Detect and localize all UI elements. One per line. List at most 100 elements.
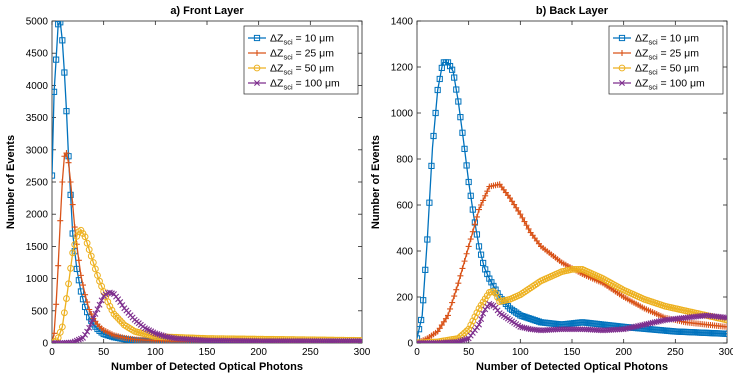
data-point [509,198,516,205]
data-point [486,275,493,282]
data-point [58,323,66,331]
x-axis-label: Number of Detected Optical Photons [476,361,668,373]
data-point [488,279,495,286]
data-point [533,317,540,325]
data-point [469,317,477,325]
data-point [119,302,126,309]
data-point [463,250,470,257]
data-point [418,316,425,324]
x-tick-label: 150 [199,347,216,358]
data-point [453,86,460,93]
data-point [80,334,86,341]
data-point [480,259,487,267]
data-point [65,159,72,166]
series-square [417,59,727,342]
data-point [61,153,68,160]
data-point [63,108,70,115]
y-tick-label: 3000 [26,145,49,156]
legend-marker [254,80,260,86]
data-point [529,316,536,323]
data-point [438,339,445,343]
data-point [77,288,85,295]
legend-label: ΔZsci = 100 μm [270,78,340,92]
legend-label: ΔZsci = 10 μm [635,33,699,47]
data-point [442,315,449,322]
data-point [52,172,56,179]
data-point [422,266,429,273]
data-point [116,317,124,324]
data-point [432,340,439,343]
data-point [515,207,522,214]
y-tick-label: 0 [407,339,413,350]
data-point [67,264,74,272]
data-point [451,293,458,300]
y-tick-label: 4500 [26,49,49,60]
legend-marker [619,50,625,56]
data-point [461,329,468,337]
data-point [523,314,530,321]
y-tick-label: 2000 [26,210,49,221]
data-point [71,241,79,248]
data-point [576,266,584,273]
legend-label: ΔZsci = 25 μm [270,48,334,62]
data-point [59,37,66,44]
data-point [467,236,474,243]
y-tick-label: 1000 [26,274,49,285]
data-point [507,195,513,202]
data-point [59,340,66,343]
data-point [82,331,89,338]
data-point [461,258,468,265]
data-point [473,231,481,238]
data-point [473,309,481,317]
x-tick-label: 300 [719,347,733,358]
data-point [57,21,64,26]
x-tick-label: 200 [250,347,267,358]
data-point [92,310,99,317]
data-point [61,339,68,343]
legend-label: ΔZsci = 50 μm [270,63,334,77]
data-point [480,197,487,204]
y-tick-label: 600 [396,201,413,212]
data-point [449,66,456,73]
data-point [77,272,84,279]
data-point [90,315,97,322]
data-point [721,314,727,321]
legend-label: ΔZsci = 50 μm [635,63,699,77]
data-point [465,243,472,250]
data-point [436,339,443,343]
data-point [432,109,439,117]
data-point [459,129,466,136]
y-axis-label: Number of Events [5,135,17,229]
data-point [118,319,126,327]
x-tick-label: 150 [564,347,581,358]
data-point [457,272,464,279]
data-point [417,339,421,343]
series-x [417,300,727,343]
data-point [724,314,727,321]
data-point [94,271,101,279]
data-point [52,88,58,95]
data-point [523,222,530,229]
chart-title: a) Front Layer [170,5,244,17]
data-point [453,338,460,343]
data-point [59,179,66,185]
data-point [67,179,74,185]
chart-title: b) Back Layer [536,5,609,17]
data-point [57,217,64,224]
y-tick-label: 800 [396,155,413,166]
y-tick-label: 0 [42,339,48,350]
data-point [67,339,74,343]
data-point [417,326,423,333]
data-point [434,86,441,94]
data-point [442,339,449,343]
legend-marker [618,64,626,72]
data-point [535,318,543,325]
data-point [484,270,491,278]
x-axis-label: Number of Detected Optical Photons [111,361,303,373]
data-point [465,178,472,186]
data-point [79,296,87,303]
legend-marker [253,34,261,42]
data-point [82,291,89,298]
data-point [110,310,118,318]
